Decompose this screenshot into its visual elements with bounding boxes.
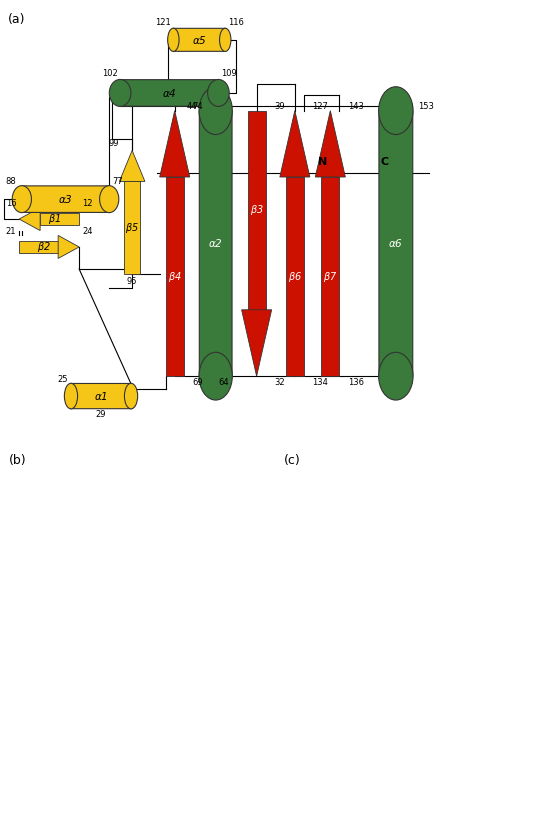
Text: 77: 77 xyxy=(112,177,123,186)
Bar xyxy=(321,177,340,376)
Text: $\alpha$3: $\alpha$3 xyxy=(58,193,73,205)
Text: 99: 99 xyxy=(108,139,118,149)
Text: 12: 12 xyxy=(82,199,92,208)
Text: $\beta$6: $\beta$6 xyxy=(288,270,302,284)
Polygon shape xyxy=(58,235,79,259)
Polygon shape xyxy=(316,111,346,177)
Polygon shape xyxy=(241,310,272,376)
Text: $\beta$3: $\beta$3 xyxy=(250,203,264,217)
Ellipse shape xyxy=(64,383,78,409)
Bar xyxy=(166,177,183,376)
Text: (a): (a) xyxy=(8,13,26,26)
Text: $\alpha$2: $\alpha$2 xyxy=(208,237,223,250)
Text: 39: 39 xyxy=(275,102,285,111)
Text: 44: 44 xyxy=(187,102,197,111)
Text: 74: 74 xyxy=(192,102,203,111)
Text: 64: 64 xyxy=(219,378,229,387)
Text: $\beta$4: $\beta$4 xyxy=(168,270,182,284)
Polygon shape xyxy=(19,208,40,230)
Ellipse shape xyxy=(12,185,32,213)
FancyBboxPatch shape xyxy=(120,79,219,106)
Ellipse shape xyxy=(199,352,232,400)
Text: 32: 32 xyxy=(275,378,285,387)
Text: 88: 88 xyxy=(5,177,16,186)
Text: 29: 29 xyxy=(96,410,106,419)
Text: (b): (b) xyxy=(9,454,26,468)
Text: 153: 153 xyxy=(418,102,434,111)
FancyBboxPatch shape xyxy=(379,110,413,377)
Text: 102: 102 xyxy=(102,69,117,78)
Text: N: N xyxy=(318,156,327,166)
Text: $\beta$7: $\beta$7 xyxy=(323,270,337,284)
Bar xyxy=(248,110,266,310)
Text: $\beta$2: $\beta$2 xyxy=(37,240,51,254)
Text: 136: 136 xyxy=(348,378,364,387)
FancyBboxPatch shape xyxy=(173,28,226,51)
Text: 143: 143 xyxy=(348,102,364,111)
FancyBboxPatch shape xyxy=(199,110,232,377)
Text: 116: 116 xyxy=(228,18,244,27)
Ellipse shape xyxy=(207,79,229,106)
Text: 95: 95 xyxy=(126,276,136,286)
Text: 21: 21 xyxy=(6,226,16,235)
Bar xyxy=(40,213,79,225)
Bar xyxy=(286,177,304,376)
Ellipse shape xyxy=(109,79,131,106)
Text: 69: 69 xyxy=(192,378,203,387)
Ellipse shape xyxy=(99,185,119,213)
Ellipse shape xyxy=(219,28,231,52)
Text: 24: 24 xyxy=(82,226,92,235)
Text: $\beta$5: $\beta$5 xyxy=(125,221,139,235)
Ellipse shape xyxy=(124,383,138,409)
Text: 109: 109 xyxy=(221,69,237,78)
Ellipse shape xyxy=(168,28,179,52)
Ellipse shape xyxy=(379,352,413,400)
Text: $\beta$1: $\beta$1 xyxy=(48,212,61,226)
Ellipse shape xyxy=(199,87,232,134)
FancyBboxPatch shape xyxy=(70,383,132,408)
Bar xyxy=(124,181,140,275)
Text: (c): (c) xyxy=(284,454,301,468)
Text: 127: 127 xyxy=(313,102,329,111)
Text: $\alpha$1: $\alpha$1 xyxy=(94,390,108,402)
Polygon shape xyxy=(280,111,310,177)
Text: 121: 121 xyxy=(155,18,170,27)
Text: 25: 25 xyxy=(58,375,68,384)
Ellipse shape xyxy=(379,87,413,134)
FancyBboxPatch shape xyxy=(21,186,110,212)
Text: $\alpha$5: $\alpha$5 xyxy=(192,34,207,46)
Bar xyxy=(19,240,58,253)
Text: 16: 16 xyxy=(6,199,16,208)
Polygon shape xyxy=(120,150,145,181)
Text: 134: 134 xyxy=(313,378,329,387)
Text: $\alpha$4: $\alpha$4 xyxy=(162,87,176,99)
Polygon shape xyxy=(160,111,190,177)
Text: C: C xyxy=(381,156,389,166)
Text: $\alpha$6: $\alpha$6 xyxy=(388,237,403,250)
